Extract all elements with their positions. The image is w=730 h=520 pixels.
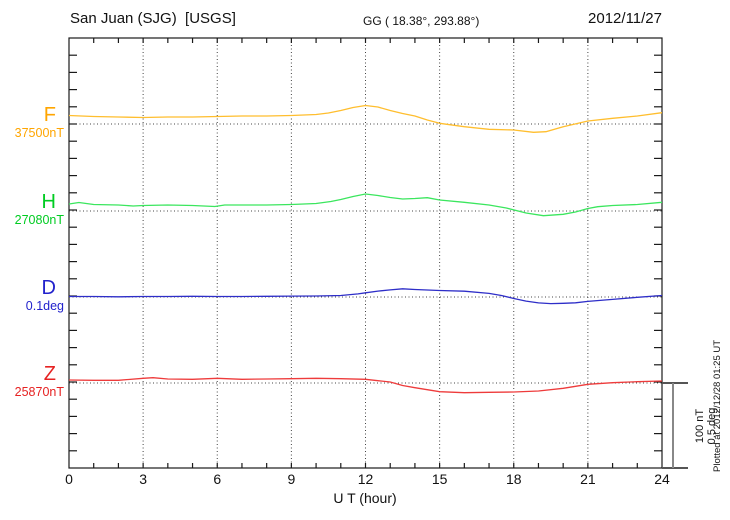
- trace-D: [69, 288, 663, 305]
- x-axis-title: U T (hour): [333, 490, 397, 506]
- scale-bar: [662, 382, 688, 469]
- x-tick-label-9: 9: [287, 471, 296, 487]
- gridlines: [69, 38, 662, 468]
- x-tick-label-3: 3: [139, 471, 148, 487]
- x-tick-label-12: 12: [357, 471, 374, 487]
- channel-baseline-Z: 25870nT: [14, 385, 64, 399]
- station-title: San Juan (SJG) [USGS]: [70, 10, 236, 27]
- x-tick-label-18: 18: [505, 471, 522, 487]
- geographic-coordinates: GG ( 18.38°, 293.88°): [363, 14, 480, 28]
- x-tick-label-6: 6: [213, 471, 222, 487]
- channel-baseline-F: 37500nT: [14, 126, 64, 140]
- x-tick-label-0: 0: [65, 471, 73, 487]
- channel-letter-D: D: [41, 277, 56, 299]
- scale-bar-nt-label: 100 nT: [694, 408, 706, 444]
- x-tick-label-21: 21: [580, 471, 596, 487]
- plotted-at-timestamp: Plotted at 2012/12/28 01:25 UT: [712, 339, 723, 472]
- channel-baseline-H: 27080nT: [14, 213, 64, 227]
- trace-H: [68, 193, 663, 217]
- channel-letter-Z: Z: [43, 363, 56, 385]
- channel-baseline-D: 0.1deg: [25, 299, 64, 313]
- trace-Z: [68, 377, 663, 394]
- x-tick-label-24: 24: [654, 471, 670, 487]
- x-tick-label-15: 15: [431, 471, 448, 487]
- axis-ticks: [69, 38, 662, 468]
- channel-letter-H: H: [41, 191, 56, 213]
- plot-date: 2012/11/27: [588, 10, 662, 27]
- trace-F: [68, 104, 663, 133]
- channel-letter-F: F: [43, 104, 56, 126]
- traces: [68, 104, 663, 394]
- plot-frame: [68, 37, 663, 469]
